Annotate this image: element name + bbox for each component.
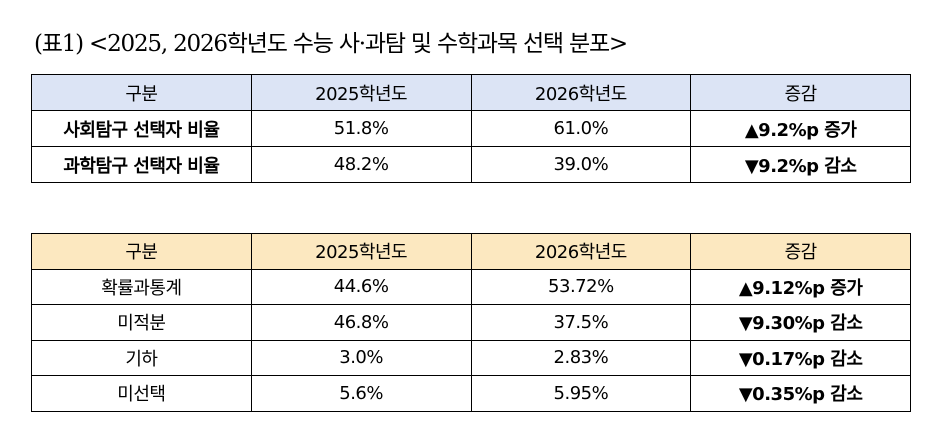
table-row: 과학탐구 선택자 비율 48.2% 39.0% ▼9.2%p 감소	[31, 146, 911, 183]
change-value: ▼9.30%p 감소	[690, 304, 911, 341]
value-2025: 48.2%	[250, 146, 472, 183]
table-header-row: 구분 2025학년도 2026학년도 증감	[31, 74, 911, 111]
header-category: 구분	[31, 233, 252, 270]
value-2026: 2.83%	[470, 339, 692, 376]
value-2025: 46.8%	[250, 304, 472, 341]
value-2026: 37.5%	[470, 304, 692, 341]
row-label: 확률과통계	[31, 268, 252, 305]
table-row: 사회탐구 선택자 비율 51.8% 61.0% ▲9.2%p 증가	[31, 110, 911, 147]
value-2026: 5.95%	[470, 375, 692, 412]
change-value: ▼0.35%p 감소	[690, 375, 911, 412]
change-value: ▲9.2%p 증가	[690, 110, 911, 147]
header-2025: 2025학년도	[250, 233, 472, 270]
value-2025: 3.0%	[250, 339, 472, 376]
header-2026: 2026학년도	[470, 74, 692, 111]
change-value: ▼9.2%p 감소	[690, 146, 911, 183]
value-2025: 5.6%	[250, 375, 472, 412]
header-change: 증감	[690, 233, 911, 270]
table-row: 기하 3.0% 2.83% ▼0.17%p 감소	[31, 339, 911, 376]
row-label: 미선택	[31, 375, 252, 412]
table-header-row: 구분 2025학년도 2026학년도 증감	[31, 233, 911, 270]
value-2025: 44.6%	[250, 268, 472, 305]
row-label: 기하	[31, 339, 252, 376]
change-value: ▼0.17%p 감소	[690, 339, 911, 376]
row-label: 과학탐구 선택자 비율	[31, 146, 252, 183]
social-science-selection-table: 구분 2025학년도 2026학년도 증감 사회탐구 선택자 비율 51.8% …	[31, 74, 911, 183]
value-2025: 51.8%	[250, 110, 472, 147]
header-2026: 2026학년도	[470, 233, 692, 270]
header-category: 구분	[31, 74, 252, 111]
row-label: 사회탐구 선택자 비율	[31, 110, 252, 147]
table-row: 미적분 46.8% 37.5% ▼9.30%p 감소	[31, 304, 911, 341]
table-row: 확률과통계 44.6% 53.72% ▲9.12%p 증가	[31, 268, 911, 305]
header-change: 증감	[690, 74, 911, 111]
value-2026: 53.72%	[470, 268, 692, 305]
table-caption: (표1) <2025, 2026학년도 수능 사·과탐 및 수학과목 선택 분포…	[34, 31, 628, 57]
row-label: 미적분	[31, 304, 252, 341]
change-value: ▲9.12%p 증가	[690, 268, 911, 305]
header-2025: 2025학년도	[250, 74, 472, 111]
value-2026: 39.0%	[470, 146, 692, 183]
table-row: 미선택 5.6% 5.95% ▼0.35%p 감소	[31, 375, 911, 412]
math-subject-selection-table: 구분 2025학년도 2026학년도 증감 확률과통계 44.6% 53.72%…	[31, 233, 911, 412]
value-2026: 61.0%	[470, 110, 692, 147]
